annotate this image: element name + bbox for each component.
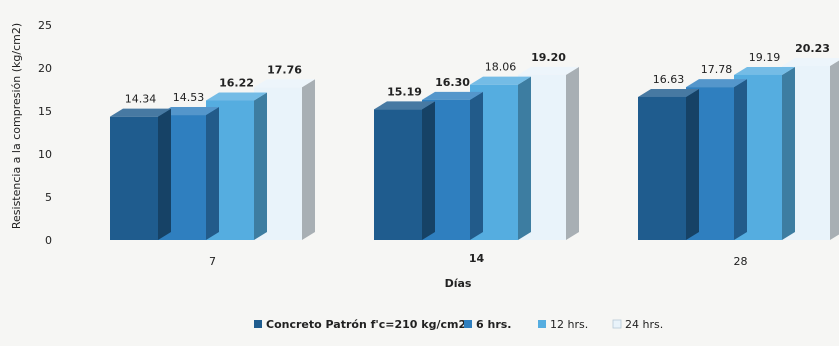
legend-label: Concreto Patrón f'c=210 kg/cm2 [266, 318, 466, 331]
legend-label: 24 hrs. [625, 318, 663, 331]
value-label: 16.22 [219, 77, 254, 90]
bar-side [206, 107, 219, 241]
x-category-label: 7 [209, 255, 216, 268]
value-label: 14.53 [173, 91, 205, 104]
value-label: 19.20 [531, 51, 566, 64]
y-tick-label: 0 [45, 234, 52, 247]
bar [374, 101, 435, 240]
value-label: 17.78 [701, 63, 733, 76]
bar-top [518, 66, 579, 75]
x-axis-title: Días [445, 277, 472, 290]
bar-side [518, 76, 531, 241]
bar-front [374, 109, 422, 240]
y-tick-label: 10 [38, 148, 52, 161]
bar-top [110, 108, 171, 117]
value-label: 16.30 [435, 76, 470, 89]
bar-group-day-7 [110, 79, 315, 241]
legend-swatch [464, 320, 472, 328]
y-tick-label: 15 [38, 105, 52, 118]
legend-label: 6 hrs. [476, 318, 511, 331]
legend-swatch [254, 320, 262, 328]
bar-side [254, 92, 267, 241]
bar-top [422, 91, 483, 100]
legend-item: 24 hrs. [612, 318, 663, 331]
bar-side [158, 108, 171, 241]
bar [638, 88, 699, 241]
bar-top [782, 58, 839, 67]
bar-top [254, 79, 315, 88]
bar-side [302, 79, 315, 240]
x-category-label: 28 [734, 255, 748, 268]
value-label: 14.34 [125, 93, 157, 106]
bars-group [110, 58, 839, 241]
legend-item: 12 hrs. [538, 318, 588, 331]
bar-top [158, 107, 219, 116]
y-axis: 0 5 10 15 20 25 [38, 19, 52, 247]
bar-front [638, 96, 686, 241]
bar-side [782, 66, 795, 240]
y-tick-label: 5 [45, 191, 52, 204]
bar-side [470, 91, 483, 240]
value-label: 16.63 [653, 73, 685, 86]
legend-swatch [612, 319, 622, 329]
bar-group-day-28 [638, 58, 839, 241]
bar-front [110, 116, 158, 240]
value-labels: 14.34 14.53 16.22 17.76 15.19 16.30 18.06 19.20… [125, 42, 830, 106]
bar-top [734, 66, 795, 75]
bar-side [566, 66, 579, 240]
legend-item: 6 hrs. [464, 318, 511, 331]
legend-swatch [538, 320, 546, 328]
y-tick-label: 25 [38, 19, 52, 32]
bar-side [686, 88, 699, 241]
value-label: 17.76 [267, 63, 302, 76]
legend-item: Concreto Patrón f'c=210 kg/cm2 [254, 318, 466, 331]
bar-side [734, 79, 747, 240]
value-label: 15.19 [387, 85, 422, 98]
bar-top [374, 101, 435, 110]
bar [110, 108, 171, 241]
x-axis: 7 14 28 [209, 252, 748, 268]
value-label: 18.06 [485, 61, 517, 74]
bar-top [638, 88, 699, 97]
legend-label: 12 hrs. [550, 318, 588, 331]
bar-top [470, 76, 531, 85]
value-label: 19.19 [749, 51, 781, 64]
x-category-label: 14 [469, 252, 485, 265]
legend: Concreto Patrón f'c=210 kg/cm2 6 hrs. 12 h… [254, 318, 663, 331]
bar-group-day-14 [374, 66, 579, 241]
bar-side [830, 60, 839, 240]
bar-top [686, 79, 747, 88]
bar-top [206, 92, 267, 101]
y-tick-label: 20 [38, 62, 52, 75]
y-axis-title: Resistencia a la compresión (kg/cm2) [10, 23, 23, 229]
value-label: 20.23 [795, 42, 830, 55]
bar-side [422, 101, 435, 240]
